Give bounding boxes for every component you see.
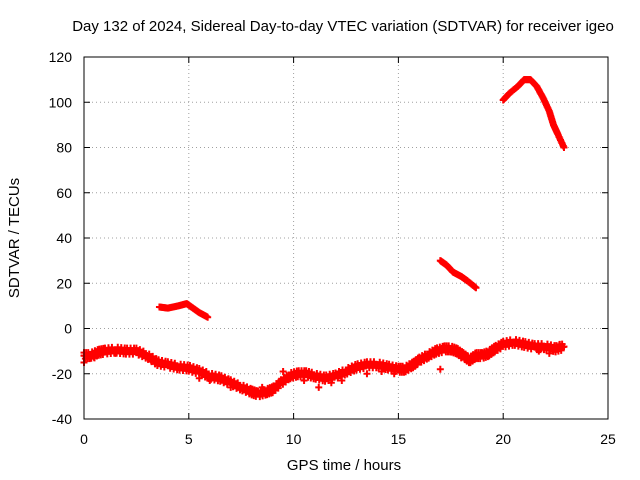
x-tick-label: 10	[286, 431, 302, 447]
series-0	[80, 336, 568, 401]
data-point	[457, 354, 465, 362]
x-tick-label: 5	[185, 431, 193, 447]
data-point	[363, 370, 371, 378]
data-point	[147, 356, 155, 364]
data-point	[472, 284, 480, 292]
data-point	[327, 379, 335, 387]
data-point	[90, 354, 98, 362]
data-point	[189, 363, 197, 371]
y-tick-label: 80	[56, 140, 72, 156]
data-point	[202, 368, 210, 376]
data-point	[535, 347, 543, 355]
data-point	[338, 377, 346, 385]
data-point	[390, 370, 398, 378]
y-tick-label: -20	[52, 366, 72, 382]
data-point	[560, 144, 568, 151]
data-point	[195, 374, 203, 382]
data-point	[300, 377, 308, 385]
y-tick-label: 40	[56, 230, 72, 246]
chart-title: Day 132 of 2024, Sidereal Day-to-day VTE…	[72, 18, 614, 35]
data-point	[436, 365, 444, 373]
x-tick-label: 0	[80, 431, 88, 447]
gridlines	[84, 57, 608, 419]
data-points	[80, 76, 568, 401]
series-4	[499, 76, 568, 151]
data-point	[315, 383, 323, 391]
data-point	[234, 379, 242, 387]
data-point	[545, 349, 553, 357]
data-point	[111, 349, 119, 357]
y-axis-label: SDTVAR / TECUs	[6, 178, 23, 298]
data-point	[556, 340, 564, 348]
series-1	[80, 340, 564, 391]
x-tick-label: 15	[391, 431, 407, 447]
data-point	[279, 367, 287, 375]
series-3	[436, 257, 480, 292]
data-point	[258, 383, 266, 391]
data-point	[227, 383, 235, 391]
series-2	[155, 300, 212, 321]
x-tick-label: 25	[600, 431, 616, 447]
x-axis-label: GPS time / hours	[287, 457, 401, 474]
data-point	[560, 343, 568, 351]
y-tick-label: 100	[49, 94, 73, 110]
data-point	[186, 361, 194, 369]
data-point	[378, 367, 386, 375]
y-tick-label: 60	[56, 185, 72, 201]
y-tick-label: -40	[52, 411, 72, 427]
y-tick-label: 20	[56, 275, 72, 291]
axis-ticks: 0 5 10 15 20 25 -40 -20 0 20 40 60 80 100 120	[49, 49, 616, 447]
x-tick-label: 20	[495, 431, 511, 447]
y-tick-label: 120	[49, 49, 73, 65]
data-point	[206, 377, 214, 385]
data-point	[204, 313, 212, 321]
data-point	[139, 347, 147, 355]
y-tick-label: 0	[64, 321, 72, 337]
